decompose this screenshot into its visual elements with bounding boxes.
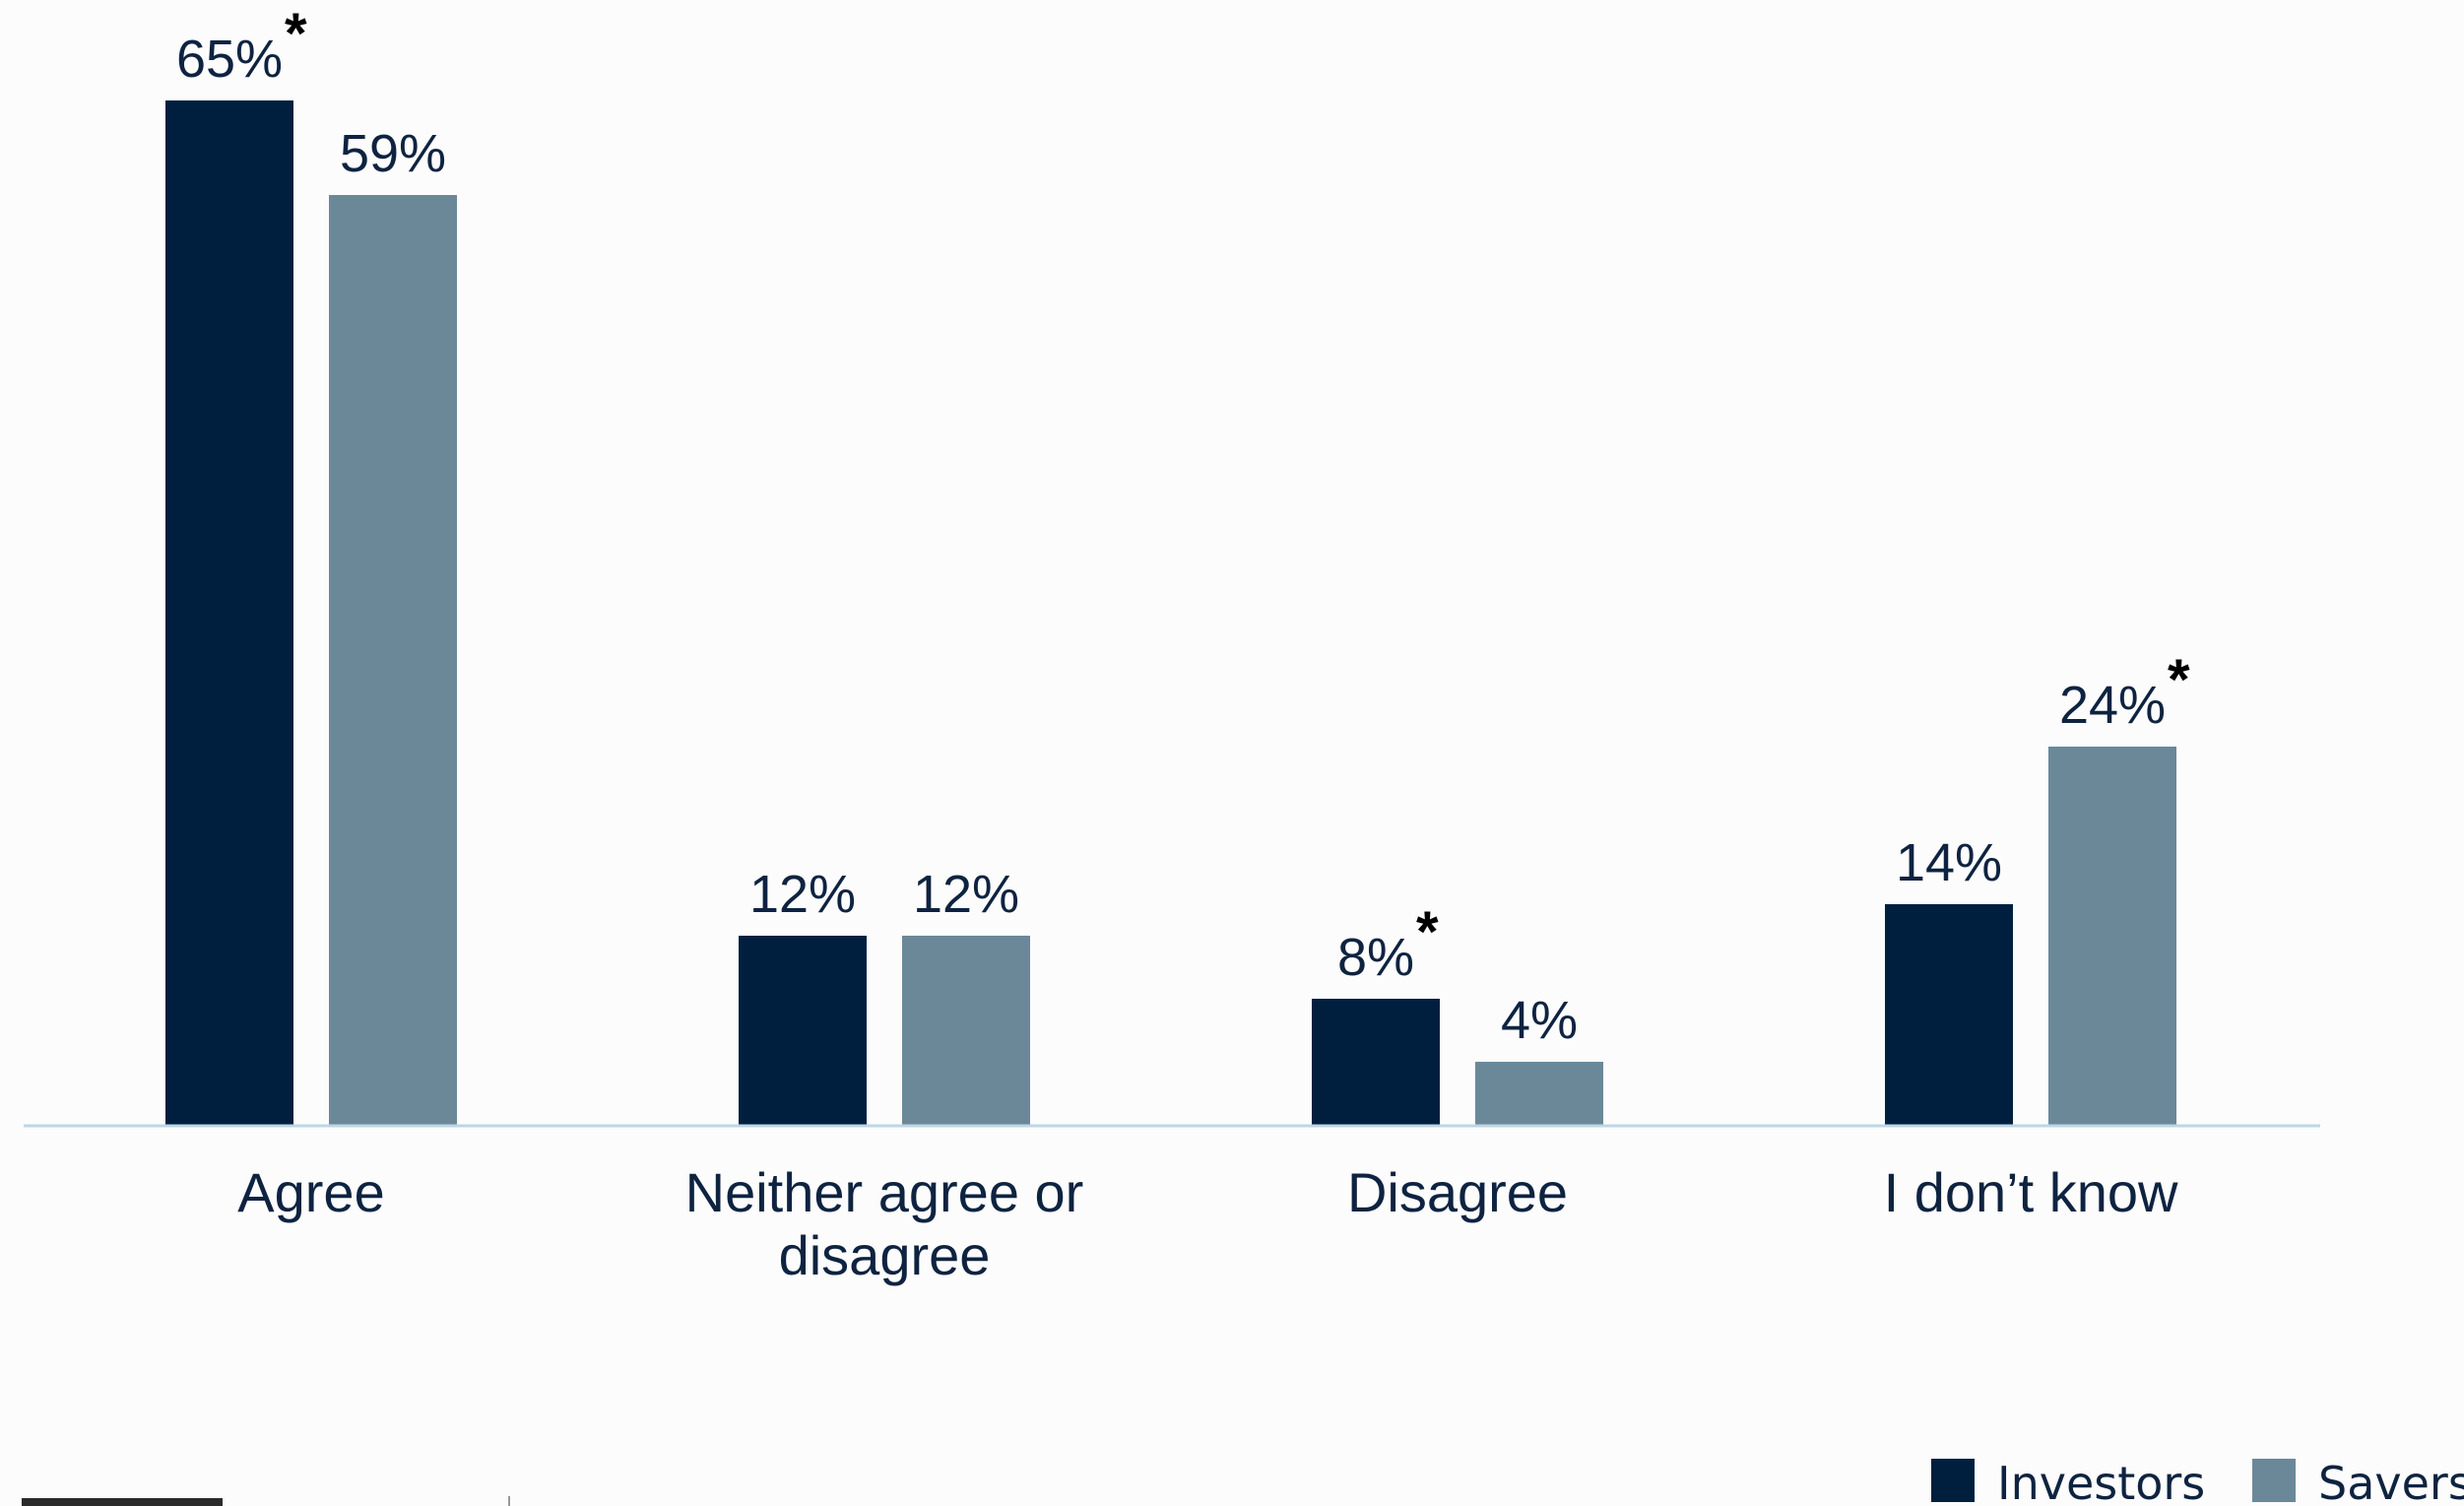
bar-investors-2 [739,936,867,1125]
value-label-investors-1: 65% [176,30,283,89]
significance-marker: * [1416,900,1439,964]
bar-investors-4 [1885,904,2013,1125]
bar-savers-4 [2048,747,2176,1125]
category-label-2-line-1: Neither agree or [685,1161,1084,1223]
legend-label-savers: Savers [2318,1457,2464,1506]
value-labels-layer: 65% *59%12% 12%8% *4%14%24% * [176,2,2190,1050]
significance-marker: * [2168,648,2190,712]
value-label-investors-2: 12% [749,865,856,924]
value-label-savers-2: 12% [913,865,1019,924]
category-label-1: Agree [237,1161,384,1223]
bar-savers-1 [329,195,457,1125]
value-label-savers-1: 59% [340,124,446,183]
value-label-savers-3: 4% [1501,991,1578,1050]
category-label-2-line-2: disagree [779,1224,991,1286]
legend: Investors Savers [1931,1457,2464,1506]
legend-swatch-savers [2252,1459,2296,1502]
legend-swatch-investors [1931,1459,1975,1502]
significance-marker: * [285,2,307,66]
value-label-investors-4: 14% [1896,833,2002,892]
bar-savers-3 [1475,1062,1603,1125]
bar-investors-3 [1312,999,1440,1125]
value-label-investors-3: 8% [1337,928,1414,987]
bars-layer [165,100,2176,1125]
footer-divider [508,1496,510,1506]
value-label-savers-4: 24% [2059,676,2166,735]
bar-investors-1 [165,100,293,1125]
bar-savers-2 [902,936,1030,1125]
category-label-3: Disagree [1347,1161,1568,1223]
category-label-4: I don’t know [1884,1161,2178,1223]
legend-label-investors: Investors [1997,1457,2205,1506]
footer-bar [22,1498,223,1506]
